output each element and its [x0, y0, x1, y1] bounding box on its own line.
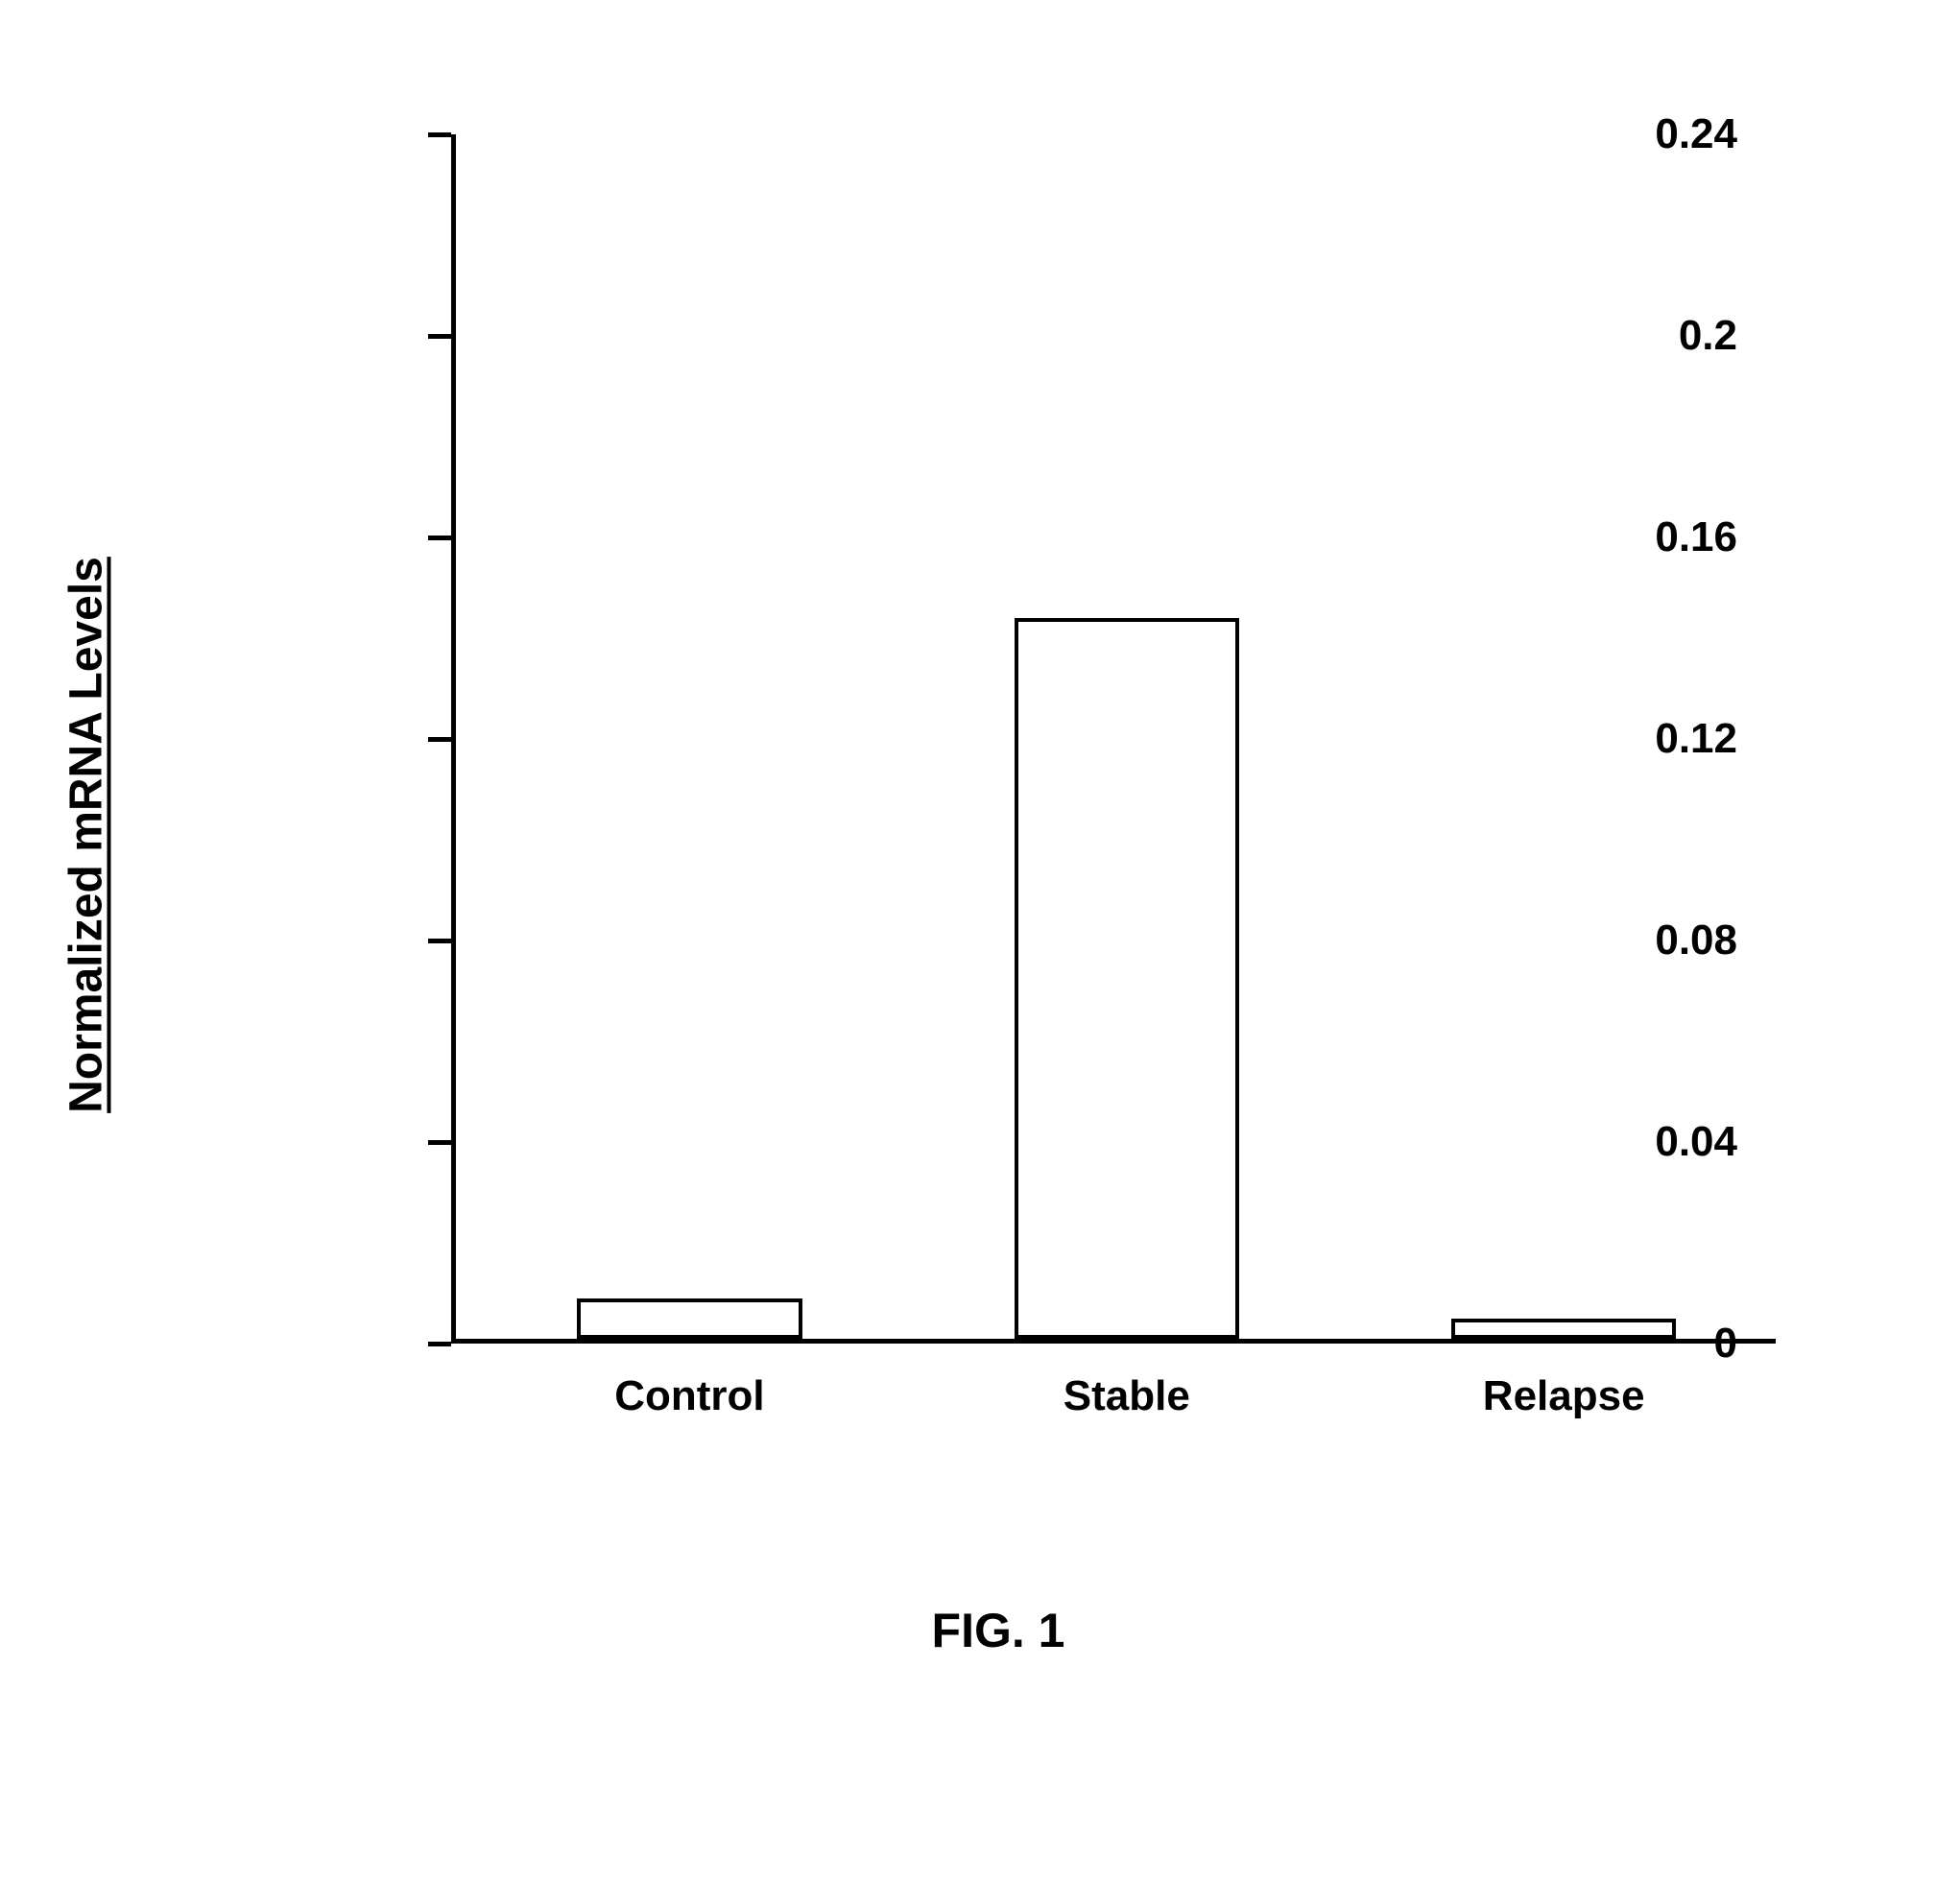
chart-container: Normalized mRNA Levels 00.040.080.120.16… [173, 115, 1824, 1555]
x-axis-line [451, 1339, 1776, 1344]
y-axis-line [451, 134, 456, 1344]
y-tick [428, 1342, 451, 1346]
x-tick-label: Relapse [1483, 1372, 1645, 1420]
y-tick-label: 0.16 [1584, 513, 1737, 561]
bar [577, 1298, 802, 1339]
y-tick-label: 0.2 [1584, 312, 1737, 360]
x-tick-label: Stable [1064, 1372, 1190, 1420]
plot-area: 00.040.080.120.160.20.24 ControlStableRe… [451, 134, 1776, 1344]
bar [1015, 618, 1240, 1339]
y-tick-label: 0.24 [1584, 110, 1737, 158]
y-tick [428, 536, 451, 540]
x-tick-label: Control [614, 1372, 764, 1420]
y-tick [428, 737, 451, 742]
figure-label: FIG. 1 [932, 1603, 1065, 1658]
y-tick [428, 1140, 451, 1145]
y-tick [428, 334, 451, 339]
y-tick-label: 0.08 [1584, 917, 1737, 964]
bar [1451, 1319, 1677, 1339]
y-tick [428, 132, 451, 137]
y-axis-title: Normalized mRNA Levels [60, 557, 113, 1113]
y-tick-label: 0.04 [1584, 1118, 1737, 1166]
y-tick-label: 0.12 [1584, 715, 1737, 763]
y-tick [428, 939, 451, 943]
